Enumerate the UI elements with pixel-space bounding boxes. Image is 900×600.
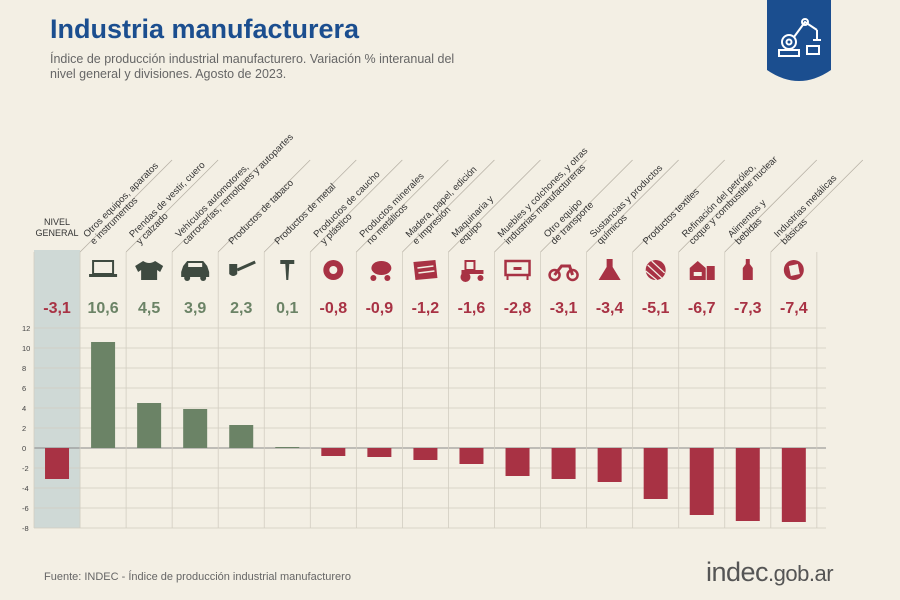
label-leader: [586, 159, 679, 253]
furniture-icon: [504, 259, 531, 280]
label-leader: [770, 159, 864, 253]
label-leader: [448, 159, 541, 253]
bar: [781, 448, 806, 522]
y-tick-label: 0: [22, 444, 26, 453]
indec-logo[interactable]: indec.gob.ar: [706, 557, 834, 588]
label-leader: [310, 159, 403, 253]
bar: [45, 448, 70, 479]
value-label: 2,3: [230, 300, 252, 317]
label-leader: [540, 159, 633, 253]
bar: [689, 448, 714, 515]
y-tick-label: -2: [22, 464, 29, 473]
value-label: -1,2: [412, 300, 440, 317]
logo-main: indec: [706, 557, 769, 587]
refinery-icon: [689, 261, 715, 280]
y-tick-label: 10: [22, 344, 30, 353]
pipe-icon: [229, 260, 256, 276]
value-label: -6,7: [688, 300, 716, 317]
logo-domain: .gob.ar: [768, 561, 834, 586]
category-label: NIVEL: [44, 217, 70, 227]
chart-title: Industria manufacturera: [50, 14, 360, 44]
value-label: -3,1: [550, 300, 578, 317]
metal-icon: [783, 260, 804, 280]
bar: [459, 448, 484, 464]
y-tick-label: 12: [22, 324, 30, 333]
label-leader: [217, 159, 311, 253]
label-leader: [79, 159, 173, 253]
value-label: 0,1: [276, 300, 298, 317]
value-label: -0,8: [320, 300, 348, 317]
label-leader: [356, 159, 449, 253]
bar: [275, 447, 300, 448]
label-leader: [494, 159, 587, 253]
label-leader: [402, 159, 495, 253]
bar: [505, 448, 530, 476]
value-label: -7,3: [734, 300, 762, 317]
bar: [413, 448, 438, 460]
bar: [137, 403, 162, 448]
label-leader: [678, 159, 771, 253]
value-label: -7,4: [780, 300, 808, 317]
bar: [597, 448, 622, 482]
bar: [735, 448, 760, 521]
y-tick-label: -4: [22, 484, 29, 493]
flask-icon: [598, 259, 621, 280]
category-label: GENERAL: [36, 228, 79, 238]
tractor-icon: [460, 260, 484, 282]
industry-badge: [767, 0, 831, 81]
source-note: Fuente: INDEC - Índice de producción ind…: [44, 571, 351, 583]
bar: [367, 448, 392, 457]
value-label: -3,4: [596, 300, 624, 317]
y-tick-label: -8: [22, 524, 29, 533]
bar: [229, 425, 254, 448]
value-label: 3,9: [184, 300, 206, 317]
bar: [551, 448, 576, 479]
value-label: -0,9: [366, 300, 394, 317]
paper-icon: [413, 260, 438, 280]
y-tick-label: -6: [22, 504, 29, 513]
label-leader: [171, 159, 265, 253]
yarn-icon: [645, 260, 666, 281]
motorcycle-icon: [548, 264, 579, 282]
value-label: 10,6: [88, 300, 119, 317]
label-leader: [263, 159, 357, 253]
value-label: -2,8: [504, 300, 532, 317]
label-leader: [125, 159, 219, 253]
bottle-icon: [742, 259, 753, 280]
tire-icon: [323, 260, 344, 280]
value-label: -1,6: [458, 300, 486, 317]
robot-arm-icon: [778, 18, 821, 57]
label-leader: [632, 159, 725, 253]
car-icon: [181, 261, 210, 281]
value-label: -5,1: [642, 300, 670, 317]
cement-mixer-icon: [370, 261, 392, 281]
bar: [321, 448, 346, 456]
label-leader: [724, 159, 818, 253]
y-tick-label: 4: [22, 404, 26, 413]
category-label-line: Industrias metálicas: [772, 173, 839, 240]
chart-subtitle: Índice de producción industrial manufact…: [50, 52, 455, 81]
shirt-icon: [135, 261, 164, 280]
y-tick-label: 8: [22, 364, 26, 373]
value-label: 4,5: [138, 300, 160, 317]
highlight-band: [34, 250, 81, 528]
bar: [643, 448, 668, 499]
nail-icon: [280, 260, 295, 280]
laptop-icon: [89, 260, 118, 277]
y-tick-label: 2: [22, 424, 26, 433]
bar: [91, 342, 116, 448]
value-label: -3,1: [43, 300, 71, 317]
y-tick-label: 6: [22, 384, 26, 393]
bar: [183, 409, 208, 448]
